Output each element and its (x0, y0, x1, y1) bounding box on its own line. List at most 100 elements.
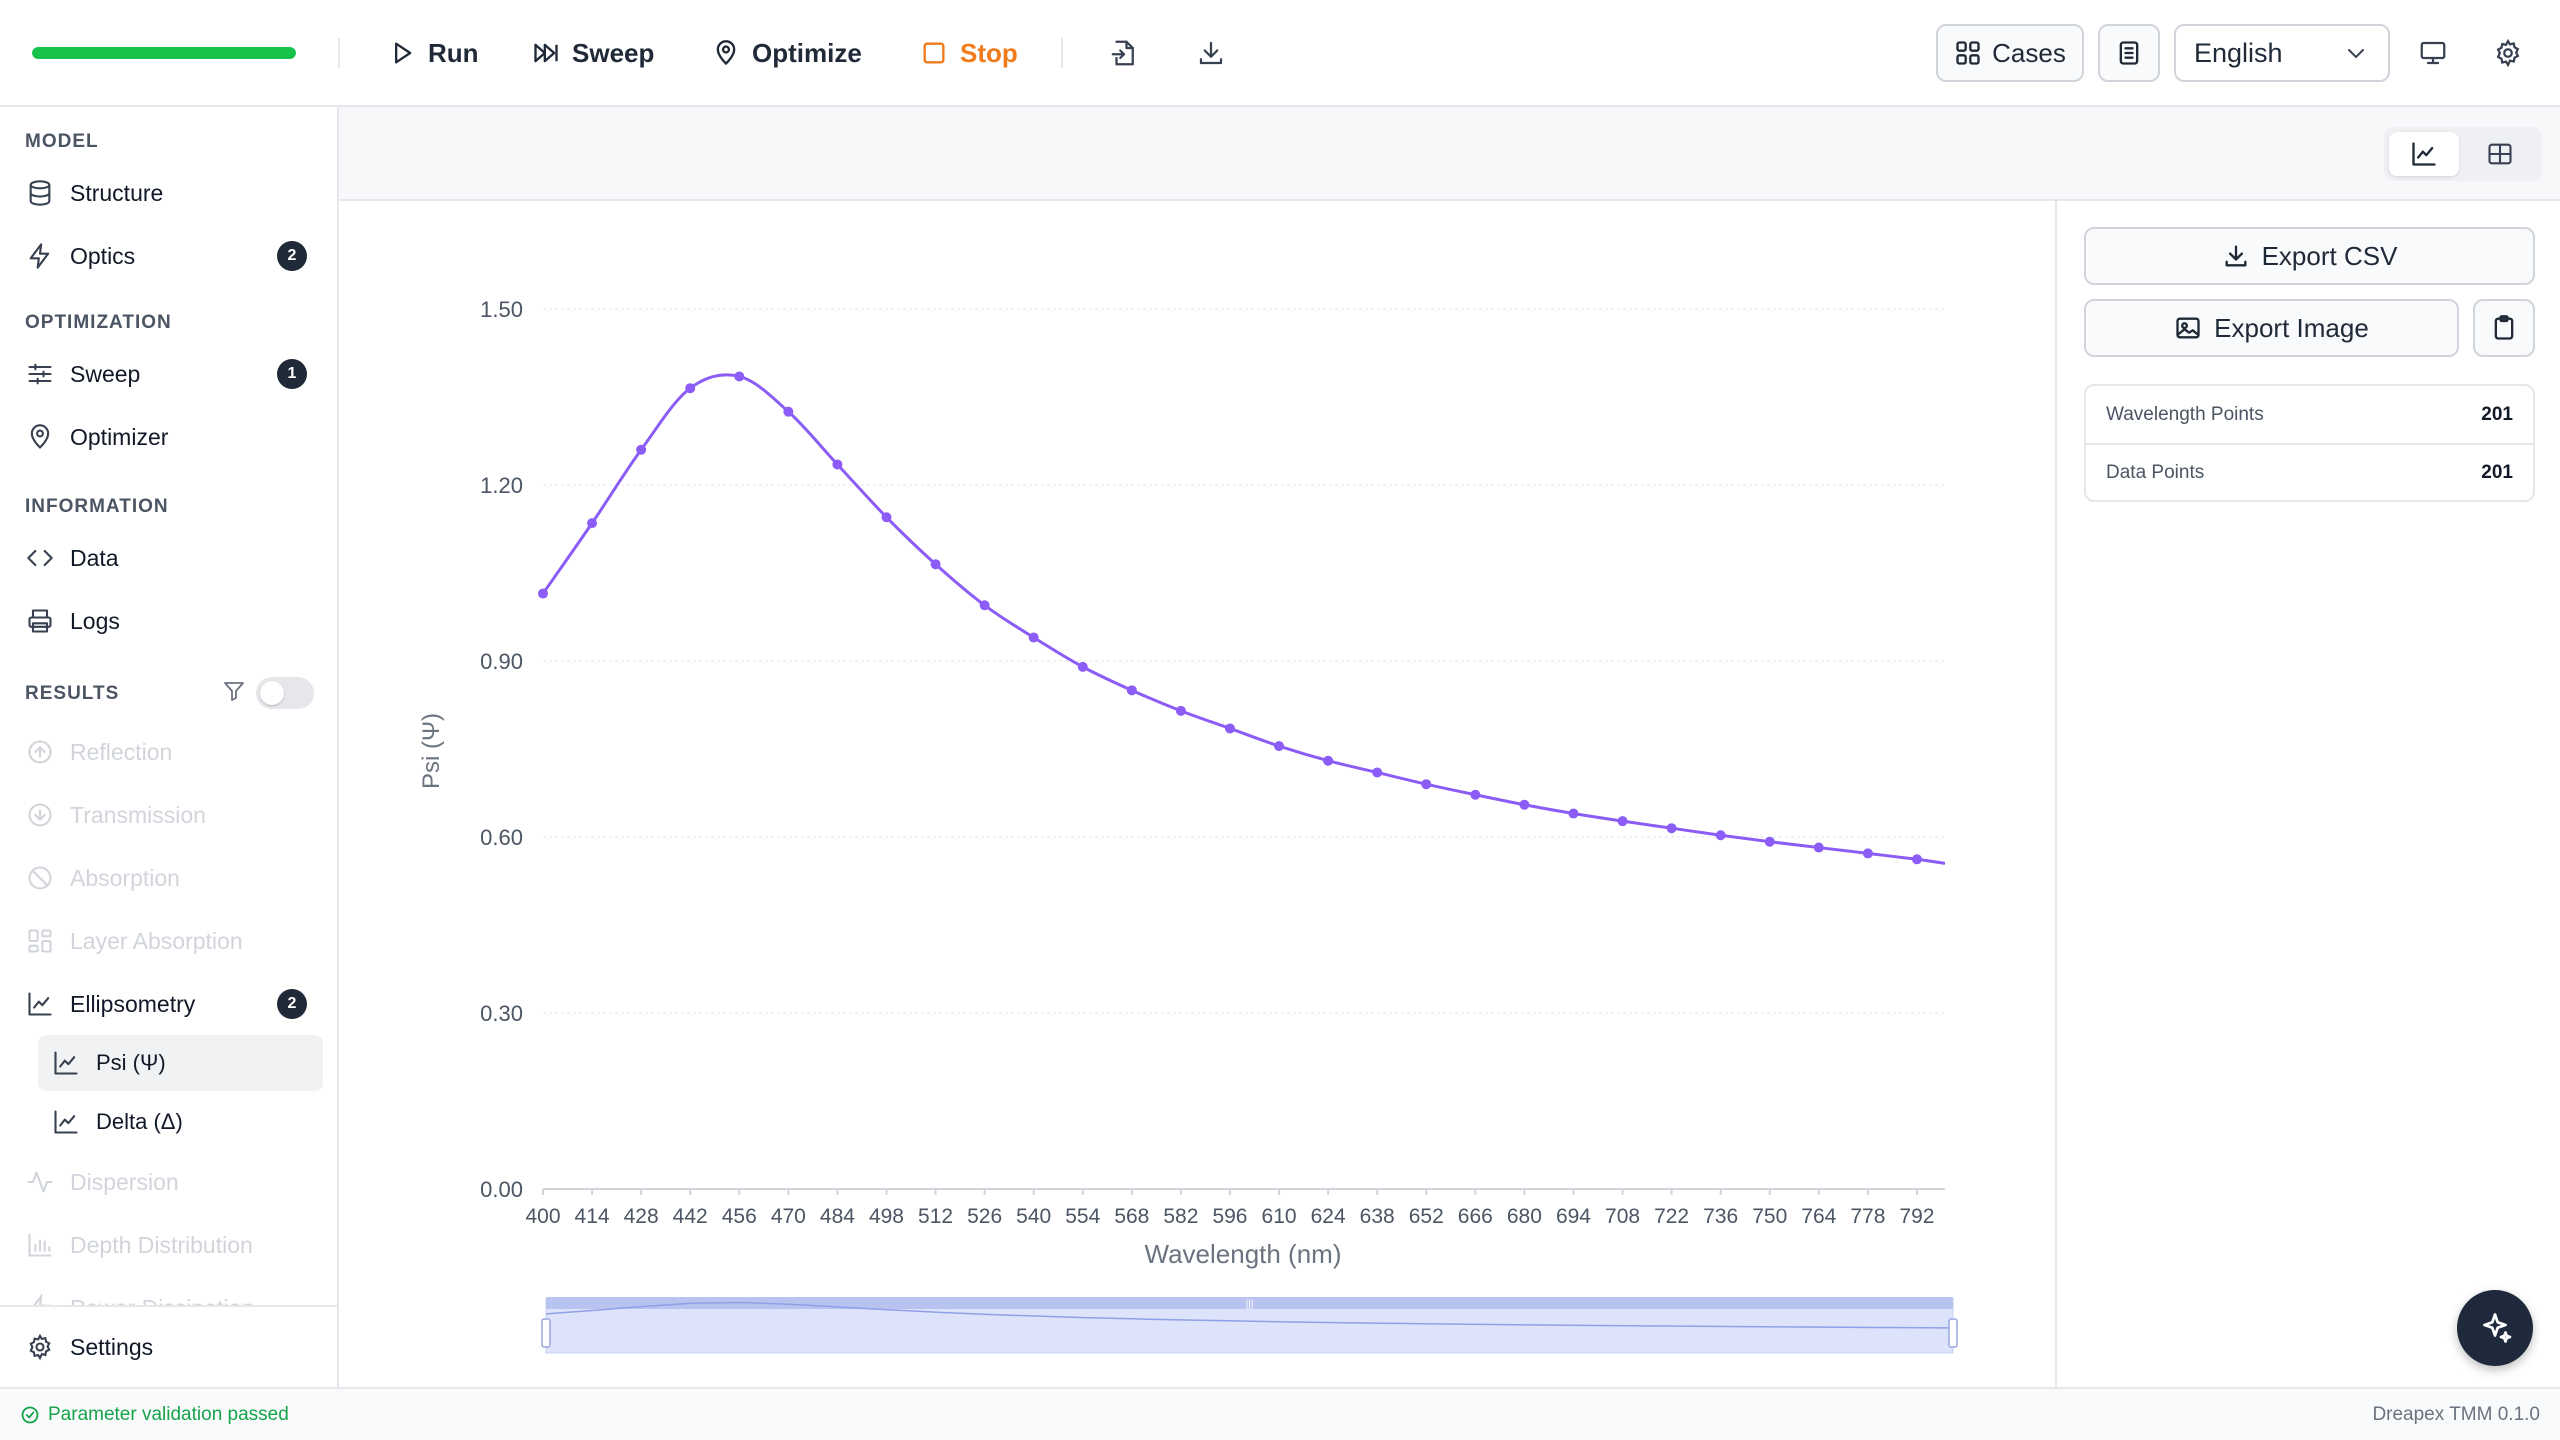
settings-gear-button[interactable] (2488, 33, 2528, 73)
zoom-handle-left[interactable] (541, 1318, 551, 1348)
sidebar-item-sweep[interactable]: Sweep 1 (26, 349, 311, 399)
sidebar-item-optics[interactable]: Optics 2 (26, 231, 311, 281)
sweep-label: Sweep (572, 37, 655, 68)
sidebar-item-label: Settings (70, 1333, 154, 1360)
results-filter-toggle[interactable] (256, 677, 314, 709)
table-view-button[interactable] (2465, 132, 2535, 176)
sidebar-item-reflection[interactable]: Reflection (26, 727, 311, 777)
arrow-down-circle-icon (28, 803, 52, 827)
data-point (1077, 661, 1088, 672)
section-optimization: OPTIMIZATION (25, 312, 172, 333)
grid-icon (1956, 41, 1980, 65)
psi-chart[interactable]: 0.00 0.30 0.60 0.90 1.20 1.50 400 414 428 442 456 4… (339, 201, 2055, 1387)
language-select[interactable]: English (2174, 24, 2390, 82)
x-tick-label: 414 (575, 1205, 610, 1228)
sidebar-item-transmission[interactable]: Transmission (26, 790, 311, 840)
export-csv-button[interactable]: Export CSV (2084, 227, 2535, 285)
sidebar-item-label: Optimizer (70, 423, 169, 450)
data-point (783, 406, 794, 417)
sidebar-item-label: Sweep (70, 360, 141, 387)
sidebar-item-absorption[interactable]: Absorption (26, 853, 311, 903)
psi-series-line (541, 373, 1946, 865)
image-icon (2176, 317, 2200, 339)
language-value: English (2194, 37, 2283, 68)
stop-button[interactable]: Stop (920, 30, 1018, 76)
data-point (1519, 799, 1530, 810)
sidebar-item-depth-distribution[interactable]: Depth Distribution (26, 1220, 311, 1270)
line-chart-icon (28, 992, 52, 1016)
sweep-button[interactable]: Sweep (532, 30, 654, 76)
x-tick-label: 652 (1409, 1205, 1444, 1228)
activity-icon (27, 1171, 53, 1193)
chart-view-button[interactable] (2389, 132, 2459, 176)
zoom-handle-right[interactable] (1948, 1318, 1958, 1348)
sidebar-item-layer-absorption[interactable]: Layer Absorption (26, 916, 311, 966)
sidebar-item-label: Psi (Ψ) (96, 1050, 166, 1075)
data-point (1372, 767, 1383, 778)
toolbar-divider (1061, 38, 1063, 68)
line-chart-icon (54, 1110, 78, 1134)
optimize-button[interactable]: Optimize (712, 30, 862, 76)
x-tick-label: 484 (820, 1205, 855, 1228)
ban-icon (28, 866, 52, 890)
export-image-button[interactable]: Export Image (2084, 299, 2459, 357)
stats-value: 201 (2481, 461, 2513, 483)
section-information: INFORMATION (25, 496, 169, 517)
stop-icon (923, 42, 945, 64)
download-button[interactable] (1191, 33, 1231, 73)
sidebar-item-label: Transmission (70, 801, 206, 828)
data-point (1126, 685, 1137, 696)
play-icon (395, 42, 412, 64)
y-tick-label: 1.50 (480, 297, 523, 322)
x-tick-label: 400 (525, 1205, 560, 1228)
copy-clipboard-button[interactable] (2473, 299, 2535, 357)
run-button[interactable]: Run (388, 30, 479, 76)
y-tick-label: 0.60 (480, 825, 523, 850)
toolbar: Run Sweep Optimize Stop Cases English (0, 0, 2560, 107)
clipboard-icon (2494, 315, 2514, 340)
sidebar-item-psi[interactable]: Psi (Ψ) (38, 1035, 323, 1091)
arrow-up-circle-icon (28, 740, 52, 764)
download-icon (1199, 41, 1223, 65)
notes-button[interactable] (2098, 24, 2160, 82)
gear-icon (29, 1333, 51, 1361)
section-model: MODEL (25, 131, 99, 152)
sidebar-item-label: Optics (70, 242, 136, 269)
progress-fill (32, 47, 296, 59)
sidebar-item-structure[interactable]: Structure (26, 168, 311, 218)
sidebar-item-delta[interactable]: Delta (Δ) (38, 1094, 323, 1150)
count-badge: 2 (277, 241, 307, 271)
right-panel: Export CSV Export Image Wavelength Point… (2055, 201, 2560, 1387)
import-button[interactable] (1104, 33, 1144, 73)
display-button[interactable] (2413, 33, 2453, 73)
stats-table: Wavelength Points 201 Data Points 201 (2084, 384, 2535, 502)
x-tick-label: 442 (673, 1205, 708, 1228)
sidebar-item-label: Layer Absorption (70, 927, 243, 954)
x-axis-label: Wavelength (nm) (1145, 1239, 1342, 1269)
download-icon (2225, 245, 2247, 267)
count-badge: 2 (277, 989, 307, 1019)
check-circle-icon (21, 1406, 39, 1423)
x-tick-label: 456 (722, 1205, 757, 1228)
sidebar-item-settings[interactable]: Settings (26, 1322, 311, 1372)
data-point (930, 559, 941, 570)
sidebar-item-dispersion[interactable]: Dispersion (26, 1157, 311, 1207)
ai-assistant-button[interactable] (2457, 1290, 2533, 1366)
data-point (832, 459, 843, 470)
sidebar-item-logs[interactable]: Logs (26, 596, 311, 646)
x-tick-label: 554 (1065, 1205, 1100, 1228)
sidebar: MODEL Structure Optics 2 OPTIMIZATION Sw… (0, 107, 339, 1387)
cases-button[interactable]: Cases (1936, 24, 2084, 82)
data-point (734, 371, 745, 382)
x-tick-label: 512 (918, 1205, 953, 1228)
x-tick-label: 568 (1114, 1205, 1149, 1228)
sidebar-item-ellipsometry[interactable]: Ellipsometry 2 (26, 979, 311, 1029)
sidebar-item-label: Ellipsometry (70, 990, 196, 1017)
x-tick-label: 792 (1899, 1205, 1934, 1228)
data-point (1911, 854, 1922, 865)
sidebar-item-optimizer[interactable]: Optimizer (26, 412, 311, 462)
sidebar-item-data[interactable]: Data (26, 533, 311, 583)
zoom-preview-line (545, 1301, 1954, 1329)
filter-icon[interactable] (222, 679, 246, 703)
lightning-icon (29, 243, 50, 269)
